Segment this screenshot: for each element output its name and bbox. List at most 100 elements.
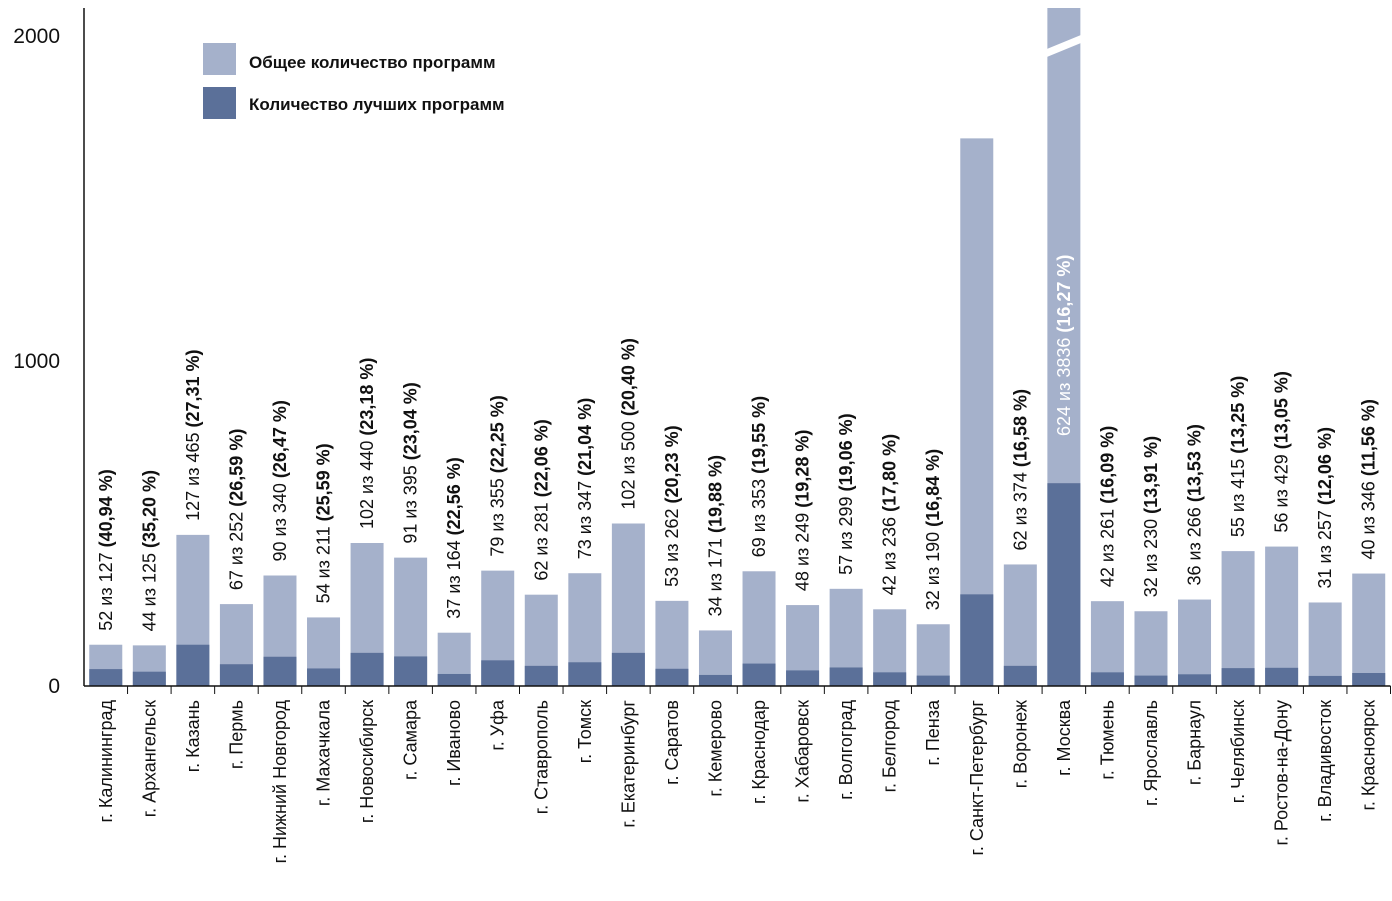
bar-best bbox=[829, 667, 863, 686]
bar-value-label: 31 из 257 (12,06 %) bbox=[1315, 427, 1335, 588]
bar-best bbox=[1308, 675, 1342, 686]
bar-value-label: 40 из 346 (11,56 %) bbox=[1359, 399, 1379, 559]
bar-value-label: 62 из 281 (22,06 %) bbox=[531, 419, 551, 580]
category-label: г. Владивосток bbox=[1315, 700, 1335, 822]
bar-value-label: 37 из 164 (22,56 %) bbox=[444, 457, 464, 618]
bar-best bbox=[1134, 675, 1168, 686]
bars-layer bbox=[89, 8, 1386, 686]
bar-value-label: 102 из 440 (23,18 %) bbox=[357, 358, 377, 529]
bar-best bbox=[1090, 672, 1124, 686]
category-label: г. Хабаровск bbox=[793, 700, 813, 803]
bar-value-label: 79 из 355 (22,25 %) bbox=[488, 395, 508, 556]
category-label: г. Новосибирск bbox=[357, 700, 377, 823]
legend-swatch-total bbox=[203, 43, 236, 75]
category-label: г. Красноярск bbox=[1359, 700, 1379, 811]
bar-best bbox=[960, 594, 994, 686]
y-tick-label: 2000 bbox=[13, 25, 60, 48]
bar-total bbox=[1178, 599, 1212, 686]
category-label: г. Краснодар bbox=[749, 700, 769, 804]
bar-best bbox=[698, 674, 732, 686]
category-label: г. Воронеж bbox=[1010, 700, 1030, 788]
category-label: г. Екатеринбург bbox=[618, 700, 638, 828]
category-label: г. Кемерово bbox=[705, 700, 725, 797]
bar-value-label: 53 из 262 (20,23 %) bbox=[662, 425, 682, 586]
bar-value-label: 127 из 465 (27,31 %) bbox=[183, 349, 203, 520]
axis-layer: 0 1000 2000 г. Калининград г. Архангельск г. … bbox=[13, 8, 1391, 864]
bar-value-label: 56 из 429 (13,05 %) bbox=[1272, 371, 1292, 532]
legend-swatch-best bbox=[203, 87, 236, 119]
bar-best bbox=[89, 669, 123, 686]
category-label: г. Санкт-Петербург bbox=[967, 700, 987, 856]
bar-best bbox=[655, 668, 689, 686]
bar-best bbox=[611, 652, 645, 686]
bar-value-label: 73 из 347 (21,04 %) bbox=[575, 398, 595, 559]
bar-value-label: 55 из 415 (13,25 %) bbox=[1228, 376, 1248, 537]
bar-value-label: 52 из 127 (40,94 %) bbox=[96, 469, 116, 630]
bar-value-label: 32 из 230 (13,91 %) bbox=[1141, 436, 1161, 597]
category-label: г. Москва bbox=[1054, 699, 1074, 776]
category-label: г. Ростов-на-Дону bbox=[1272, 700, 1292, 846]
category-label: г. Тюмень bbox=[1097, 700, 1117, 780]
legend-label-total: Общее количество программ bbox=[249, 53, 496, 72]
bar-best bbox=[786, 670, 820, 686]
y-tick-label: 0 bbox=[48, 675, 60, 698]
bar-value-label: 42 из 261 (16,09 %) bbox=[1097, 426, 1117, 587]
category-label: г. Пермь bbox=[226, 700, 246, 769]
legend-label-best: Количество лучших программ bbox=[249, 95, 505, 114]
bar-value-label: 90 из 340 (26,47 %) bbox=[270, 400, 290, 561]
bar-best bbox=[1003, 665, 1037, 686]
bar-total bbox=[1003, 564, 1037, 686]
category-label: г. Ярославль bbox=[1141, 700, 1161, 806]
category-label: г. Челябинск bbox=[1228, 700, 1248, 803]
y-tick-label: 1000 bbox=[13, 350, 60, 373]
bar-best bbox=[437, 673, 471, 686]
bar-value-label: 34 из 171 (19,88 %) bbox=[705, 455, 725, 616]
bar-best bbox=[481, 660, 515, 686]
category-label: г. Барнаул bbox=[1185, 700, 1205, 785]
category-label: г. Казань bbox=[183, 700, 203, 772]
bar-best bbox=[307, 668, 341, 686]
axis-break-mark bbox=[1044, 34, 1084, 58]
bar-best bbox=[873, 672, 907, 686]
category-label: г. Белгород bbox=[880, 700, 900, 793]
bar-total bbox=[1090, 601, 1124, 686]
bar-best bbox=[568, 662, 602, 686]
category-label: г. Калининград bbox=[96, 700, 116, 823]
bar-total bbox=[1265, 546, 1299, 686]
bar-best bbox=[219, 664, 253, 686]
bar-best bbox=[1047, 483, 1081, 686]
bar-best bbox=[742, 663, 776, 686]
bar-value-label: 48 из 249 (19,28 %) bbox=[793, 430, 813, 591]
bar-value-label: 102 из 500 (20,40 %) bbox=[618, 338, 638, 509]
bar-value-label: 67 из 252 (26,59 %) bbox=[226, 429, 246, 590]
bar-best bbox=[1221, 668, 1255, 686]
bar-best bbox=[916, 675, 950, 686]
bar-value-label: 42 из 236 (17,80 %) bbox=[880, 434, 900, 595]
bar-best bbox=[1265, 667, 1299, 686]
bar-value-label: 62 из 374 (16,58 %) bbox=[1010, 389, 1030, 550]
bar-total bbox=[1134, 611, 1168, 686]
bar-best bbox=[350, 652, 384, 686]
bar-value-label: 282 из 1685 (16,74 %) bbox=[967, 0, 987, 124]
category-label: г. Пенза bbox=[923, 699, 943, 766]
category-label: г. Ставрополь bbox=[531, 700, 551, 814]
category-label: г. Махачкала bbox=[314, 699, 334, 806]
category-label: г. Архангельск bbox=[139, 700, 159, 817]
bar-value-label: 44 из 125 (35,20 %) bbox=[139, 470, 159, 631]
bar-best bbox=[394, 656, 428, 686]
category-label: г. Саратов bbox=[662, 700, 682, 785]
bar-value-label: 36 из 266 (13,53 %) bbox=[1185, 424, 1205, 585]
category-label: г. Иваново bbox=[444, 700, 464, 786]
bar-value-label: 32 из 190 (16,84 %) bbox=[923, 449, 943, 610]
bar-value-label: 54 из 211 (25,59 %) bbox=[314, 443, 334, 603]
bar-value-label: 91 из 395 (23,04 %) bbox=[401, 382, 421, 543]
bar-best bbox=[132, 671, 166, 686]
bar-total bbox=[1352, 573, 1386, 686]
bar-value-label: 57 из 299 (19,06 %) bbox=[836, 413, 856, 574]
bar-total bbox=[1221, 551, 1255, 686]
category-label: г. Уфа bbox=[488, 699, 508, 751]
bar-best bbox=[524, 665, 558, 686]
category-label: г. Нижний Новгород bbox=[270, 700, 290, 864]
bar-best bbox=[1178, 674, 1212, 686]
bar-total bbox=[1308, 602, 1342, 686]
